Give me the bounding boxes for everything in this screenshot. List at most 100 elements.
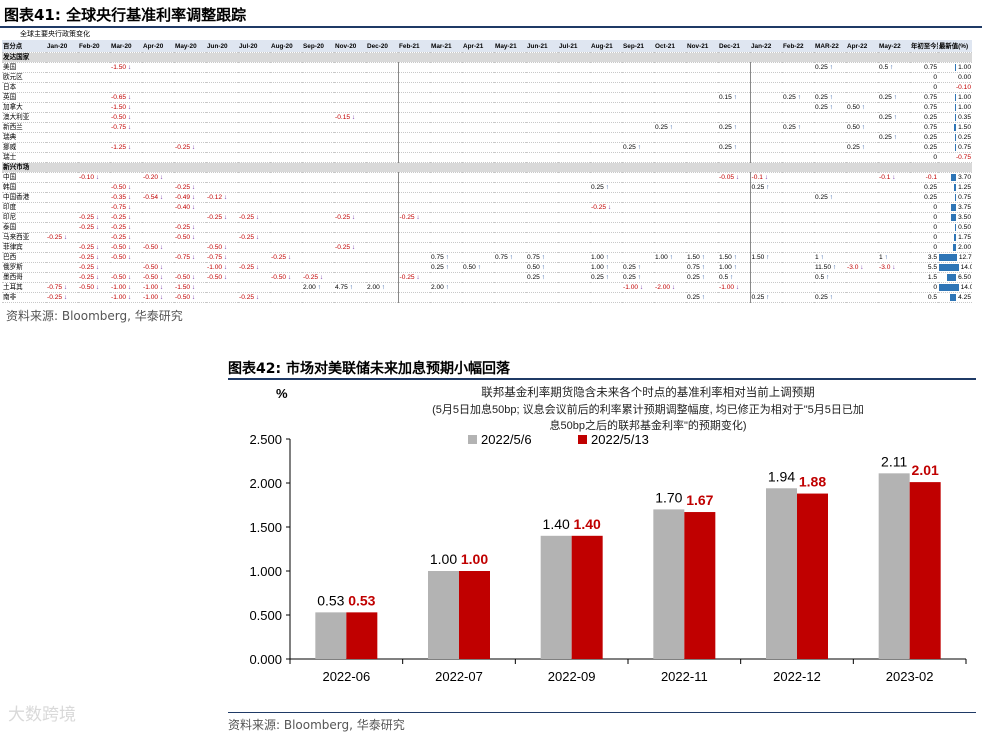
table-cell: -0.25 ↓ bbox=[334, 242, 366, 253]
table-row: 欧元区 0 0.00 bbox=[2, 72, 972, 83]
table-cell: 4.75 ↑ bbox=[334, 282, 366, 293]
table-cell bbox=[397, 72, 430, 83]
table-cell bbox=[366, 152, 398, 163]
table-cell: 0.25 ↑ bbox=[878, 92, 910, 103]
table-cell bbox=[718, 62, 750, 73]
table-cell bbox=[814, 282, 846, 293]
table-cell bbox=[334, 252, 366, 263]
header-month: MAR-22 bbox=[814, 40, 846, 53]
table-cell bbox=[46, 142, 78, 153]
table-cell bbox=[558, 92, 590, 103]
table-cell bbox=[526, 82, 558, 93]
table-cell: -0.75 ↓ bbox=[110, 202, 142, 213]
latest-value-bar bbox=[947, 273, 957, 281]
latest-cell: 12.75 bbox=[938, 252, 972, 263]
table-cell: 0.25 ↑ bbox=[686, 292, 718, 303]
table-cell: 1 ↑ bbox=[878, 252, 910, 263]
table-cell bbox=[78, 82, 110, 93]
table-cell: -0.50 ↓ bbox=[78, 282, 110, 293]
table-cell: -0.05 ↓ bbox=[718, 172, 750, 183]
table-cell: 1.50 ↑ bbox=[686, 252, 718, 263]
table-cell: -0.25 ↓ bbox=[78, 242, 110, 253]
table-cell bbox=[749, 62, 782, 73]
table-cell bbox=[558, 72, 590, 83]
table-cell bbox=[590, 242, 622, 253]
arrow-up-icon: ↑ bbox=[603, 264, 609, 271]
data-label: 1.00 bbox=[430, 551, 457, 567]
table-cell bbox=[814, 222, 846, 233]
table-cell bbox=[878, 292, 910, 303]
table-cell bbox=[397, 142, 430, 153]
arrow-down-icon: ↓ bbox=[126, 194, 132, 201]
table-cell: -1.50 ↓ bbox=[174, 282, 206, 293]
table-cell: -0.25 ↓ bbox=[270, 252, 302, 263]
table-cell: -1.50 ↓ bbox=[110, 62, 142, 73]
bar-0513 bbox=[346, 612, 378, 659]
table-cell bbox=[878, 192, 910, 203]
arrow-down-icon: ↓ bbox=[126, 124, 132, 131]
table-cell bbox=[334, 222, 366, 233]
header-month: Dec-20 bbox=[366, 40, 398, 53]
figure-42-title: 图表42: 市场对美联储未来加息预期小幅回落 bbox=[228, 361, 510, 377]
table-cell bbox=[622, 122, 654, 133]
table-cell bbox=[462, 72, 494, 83]
data-label: 1.40 bbox=[574, 516, 601, 532]
table-cell bbox=[270, 262, 302, 273]
table-cell bbox=[462, 92, 494, 103]
table-cell bbox=[366, 92, 398, 103]
table-cell bbox=[814, 202, 846, 213]
y-tick-label: 2.000 bbox=[249, 476, 282, 491]
arrow-down-icon: ↓ bbox=[62, 284, 68, 291]
table-cell bbox=[397, 102, 430, 113]
table-cell bbox=[430, 122, 462, 133]
table-cell bbox=[142, 132, 174, 143]
latest-cell: -0.75 bbox=[938, 152, 972, 163]
header-month: Feb-20 bbox=[78, 40, 110, 53]
header-month: Oct-21 bbox=[654, 40, 686, 53]
table-row: 俄罗斯 -0.25 ↓ -0.50 ↓ -1.00 ↓ -0.25 ↓ 0.25 ↑ 0.5… bbox=[2, 262, 972, 273]
table-cell bbox=[174, 242, 206, 253]
table-cell bbox=[397, 262, 430, 273]
table-cell bbox=[622, 172, 654, 183]
table-cell bbox=[782, 132, 814, 143]
table-cell bbox=[686, 82, 718, 93]
table-cell bbox=[366, 292, 398, 303]
table-cell bbox=[686, 112, 718, 123]
table-cell: 1.50 ↑ bbox=[749, 252, 782, 263]
table-cell bbox=[718, 232, 750, 243]
table-cell: 0.25 ↑ bbox=[749, 292, 782, 303]
table-cell bbox=[558, 192, 590, 203]
table-cell bbox=[302, 252, 334, 263]
row-name: 印尼 bbox=[2, 212, 46, 223]
table-row: 印尼 -0.25 ↓ -0.25 ↓ -0.25 ↓ -0.25 ↓ -0.25 ↓ -0.… bbox=[2, 212, 972, 223]
table-row: 菲律宾 -0.25 ↓ -0.50 ↓ -0.50 ↓ -0.50 ↓ -0.25 ↓ 0 2… bbox=[2, 242, 972, 253]
table-cell: 0.25 ↑ bbox=[718, 122, 750, 133]
table-cell bbox=[878, 272, 910, 283]
table-cell bbox=[238, 242, 270, 253]
table-cell bbox=[78, 92, 110, 103]
table-cell bbox=[206, 172, 238, 183]
table-cell bbox=[558, 102, 590, 113]
arrow-down-icon: ↓ bbox=[190, 284, 196, 291]
latest-cell: 1.25 bbox=[938, 182, 972, 193]
table-cell bbox=[142, 202, 174, 213]
header-month: Apr-21 bbox=[462, 40, 494, 53]
table-cell bbox=[462, 232, 494, 243]
header-month: Aug-20 bbox=[270, 40, 302, 53]
table-cell bbox=[782, 292, 814, 303]
table-cell bbox=[238, 272, 270, 283]
table-cell bbox=[749, 102, 782, 113]
table-cell: -1.00 ↓ bbox=[142, 282, 174, 293]
ytd-cell: 0.25 bbox=[910, 192, 938, 203]
table-cell bbox=[590, 282, 622, 293]
table-cell bbox=[302, 92, 334, 103]
table-cell bbox=[494, 272, 526, 283]
table-cell: -0.1 ↓ bbox=[878, 172, 910, 183]
arrow-up-icon: ↑ bbox=[795, 124, 801, 131]
table-cell bbox=[366, 112, 398, 123]
header-ytd: 年初至今累计变动 bbox=[910, 40, 938, 53]
arrow-up-icon: ↑ bbox=[731, 254, 737, 261]
table-cell bbox=[558, 232, 590, 243]
table-cell: -0.25 ↓ bbox=[238, 292, 270, 303]
header-month: Aug-21 bbox=[590, 40, 622, 53]
